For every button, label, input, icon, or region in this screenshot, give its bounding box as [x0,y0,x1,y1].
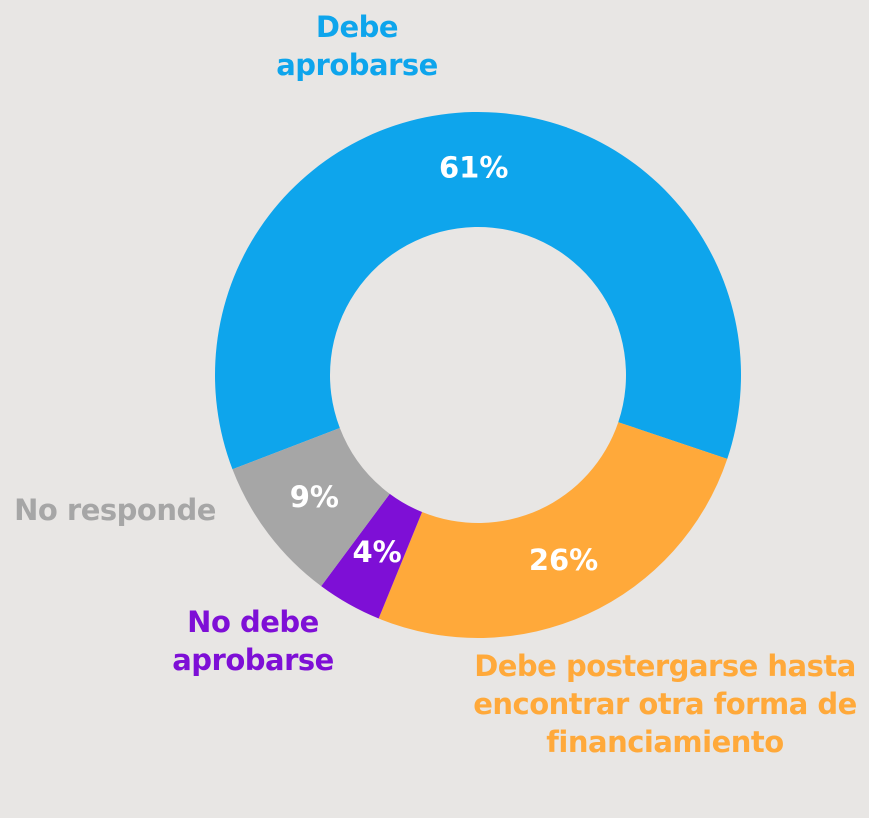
category-label: No responde [14,493,216,527]
category-label: Debe aprobarse [276,10,438,82]
category-label: Debe postergarse hasta encontrar otra fo… [473,649,857,759]
donut-segment [321,493,423,619]
value-label: 26% [529,543,598,577]
value-label: 9% [290,480,339,514]
category-label: No debe aprobarse [172,605,334,677]
donut-segment [378,422,728,638]
donut-segment [215,111,741,470]
value-label: 4% [352,535,401,569]
donut-segment [232,428,390,587]
value-label: 61% [439,151,508,185]
